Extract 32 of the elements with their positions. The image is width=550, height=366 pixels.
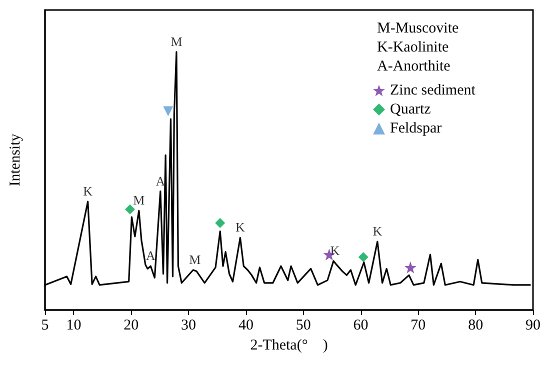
annotation: M: [189, 252, 202, 267]
x-tick-label: 20: [124, 318, 139, 334]
y-axis-title: Intensity: [8, 133, 24, 186]
annotation: K-Kaolinite: [377, 40, 449, 56]
annotation: K: [330, 242, 340, 258]
x-axis-title: 2-Theta(° ): [250, 338, 328, 354]
annotation: K: [372, 224, 383, 239]
x-tick-label: 70: [410, 318, 426, 334]
x-tick-label: 50: [296, 318, 311, 334]
legend-label: Feldspar: [390, 120, 442, 136]
point: [163, 106, 174, 116]
annotation: A-Anorthite: [377, 58, 451, 74]
x-tick-label: 5: [41, 318, 49, 334]
annotation: M: [133, 192, 146, 208]
x-tick-label: 40: [238, 318, 254, 334]
point: [358, 252, 368, 262]
x-tick-label: 10: [66, 318, 82, 334]
text: M-Muscovite: [377, 20, 459, 36]
annotation: M: [170, 34, 183, 49]
point: [404, 261, 416, 274]
point: [124, 204, 135, 214]
legend-label: Zinc sediment: [390, 82, 476, 98]
annotation: A: [156, 173, 166, 188]
legend-label: Quartz: [390, 102, 432, 118]
annotation: K: [83, 184, 94, 199]
annotation: A: [146, 248, 156, 264]
x-tick-label: 80: [468, 318, 484, 334]
x-tick-label: 90: [526, 318, 540, 334]
x-tick-label: 30: [181, 318, 196, 334]
point: [215, 218, 226, 228]
x-tick-label: 60: [353, 318, 368, 334]
annotation: K: [236, 220, 246, 235]
